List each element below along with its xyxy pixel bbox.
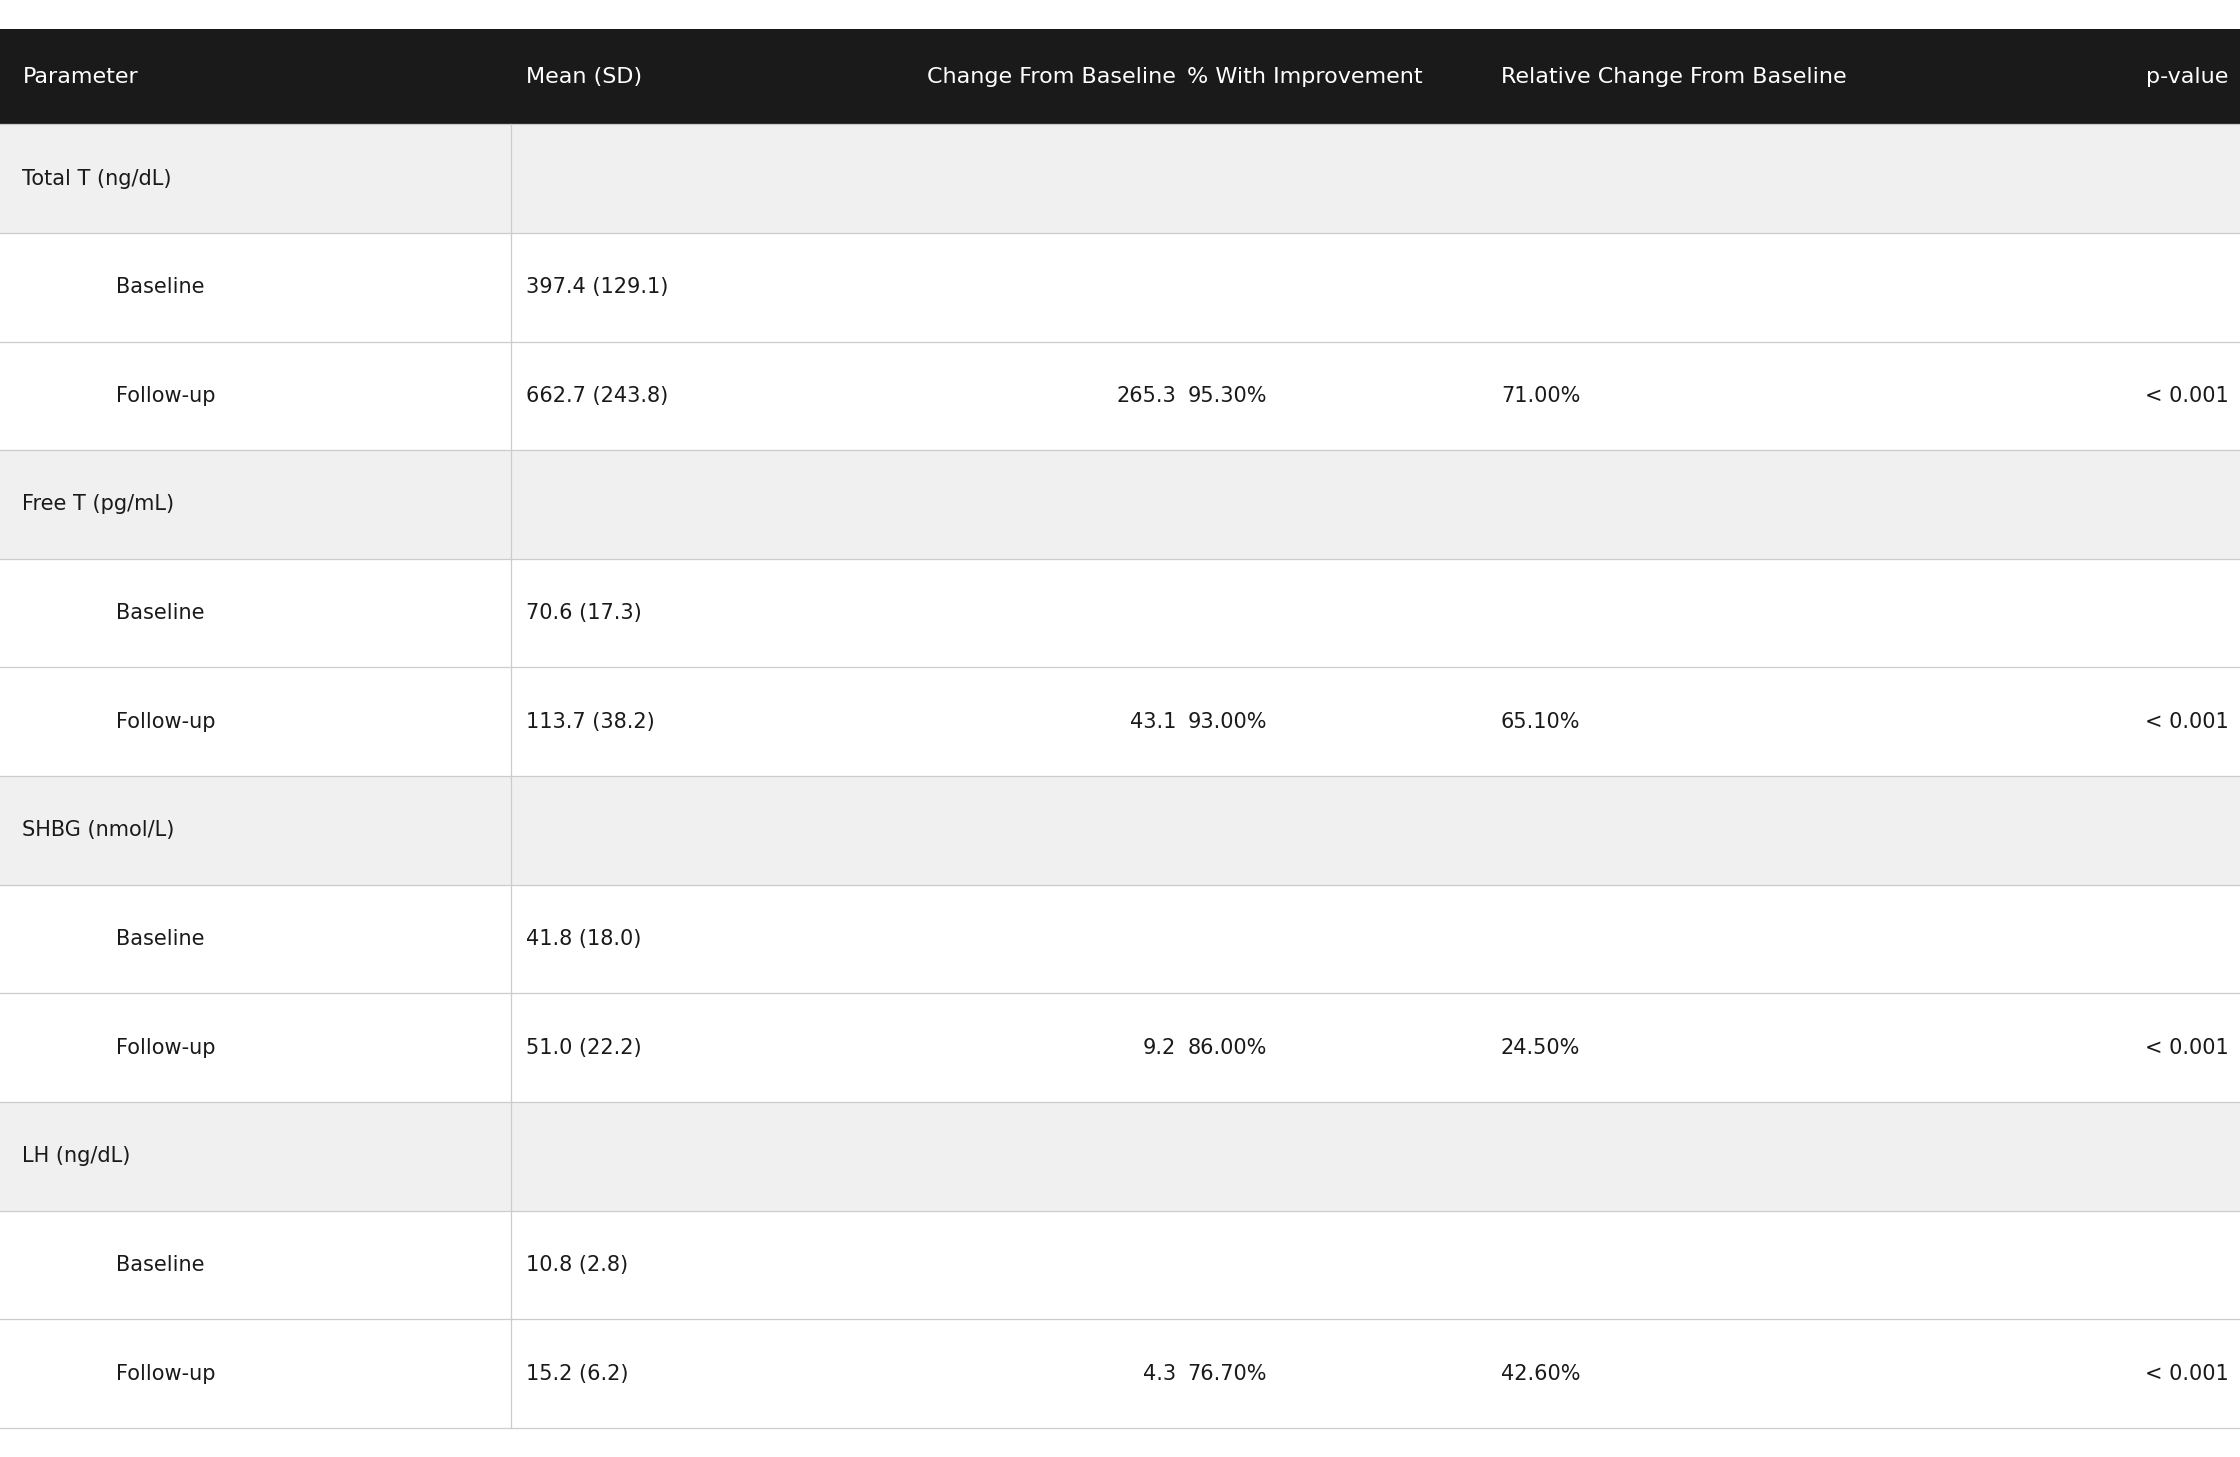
- Text: Mean (SD): Mean (SD): [526, 67, 643, 87]
- Bar: [0, 29, 2240, 124]
- Text: Baseline: Baseline: [116, 930, 206, 949]
- Text: 71.00%: 71.00%: [1501, 386, 1579, 407]
- Text: 397.4 (129.1): 397.4 (129.1): [526, 277, 670, 297]
- Bar: [0, 667, 2240, 777]
- Text: 95.30%: 95.30%: [1187, 386, 1266, 407]
- Text: LH (ng/dL): LH (ng/dL): [22, 1147, 130, 1166]
- Text: Free T (pg/mL): Free T (pg/mL): [22, 494, 175, 514]
- Text: Follow-up: Follow-up: [116, 1364, 215, 1384]
- Text: p-value: p-value: [2146, 67, 2229, 87]
- Text: 41.8 (18.0): 41.8 (18.0): [526, 930, 643, 949]
- Text: 76.70%: 76.70%: [1187, 1364, 1266, 1384]
- Text: Follow-up: Follow-up: [116, 711, 215, 731]
- Text: 70.6 (17.3): 70.6 (17.3): [526, 603, 643, 624]
- Text: 15.2 (6.2): 15.2 (6.2): [526, 1364, 629, 1384]
- Bar: [0, 1211, 2240, 1319]
- Text: Change From Baseline: Change From Baseline: [927, 67, 1176, 87]
- Text: < 0.001: < 0.001: [2146, 386, 2229, 407]
- Text: Relative Change From Baseline: Relative Change From Baseline: [1501, 67, 1846, 87]
- Text: SHBG (nmol/L): SHBG (nmol/L): [22, 820, 175, 841]
- Text: 4.3: 4.3: [1142, 1364, 1176, 1384]
- Text: < 0.001: < 0.001: [2146, 1037, 2229, 1058]
- Text: Parameter: Parameter: [22, 67, 139, 87]
- Text: 9.2: 9.2: [1142, 1037, 1176, 1058]
- Text: % With Improvement: % With Improvement: [1187, 67, 1422, 87]
- Text: < 0.001: < 0.001: [2146, 711, 2229, 731]
- Bar: [0, 777, 2240, 884]
- Text: < 0.001: < 0.001: [2146, 1364, 2229, 1384]
- Text: Total T (ng/dL): Total T (ng/dL): [22, 169, 172, 188]
- Text: 113.7 (38.2): 113.7 (38.2): [526, 711, 654, 731]
- Text: Follow-up: Follow-up: [116, 1037, 215, 1058]
- Text: 265.3: 265.3: [1116, 386, 1176, 407]
- Bar: [0, 341, 2240, 450]
- Bar: [0, 884, 2240, 994]
- Text: Baseline: Baseline: [116, 277, 206, 297]
- Bar: [0, 233, 2240, 341]
- Text: 42.60%: 42.60%: [1501, 1364, 1579, 1384]
- Text: 93.00%: 93.00%: [1187, 711, 1266, 731]
- Text: Baseline: Baseline: [116, 1254, 206, 1275]
- Text: 65.10%: 65.10%: [1501, 711, 1579, 731]
- Bar: [0, 994, 2240, 1101]
- Text: 24.50%: 24.50%: [1501, 1037, 1579, 1058]
- Bar: [0, 450, 2240, 559]
- Text: 51.0 (22.2): 51.0 (22.2): [526, 1037, 643, 1058]
- Bar: [0, 1319, 2240, 1428]
- Text: Follow-up: Follow-up: [116, 386, 215, 407]
- Text: Baseline: Baseline: [116, 603, 206, 624]
- Bar: [0, 559, 2240, 667]
- Text: 86.00%: 86.00%: [1187, 1037, 1266, 1058]
- Text: 43.1: 43.1: [1129, 711, 1176, 731]
- Bar: [0, 1101, 2240, 1211]
- Bar: [0, 124, 2240, 233]
- Text: 10.8 (2.8): 10.8 (2.8): [526, 1254, 629, 1275]
- Text: 662.7 (243.8): 662.7 (243.8): [526, 386, 670, 407]
